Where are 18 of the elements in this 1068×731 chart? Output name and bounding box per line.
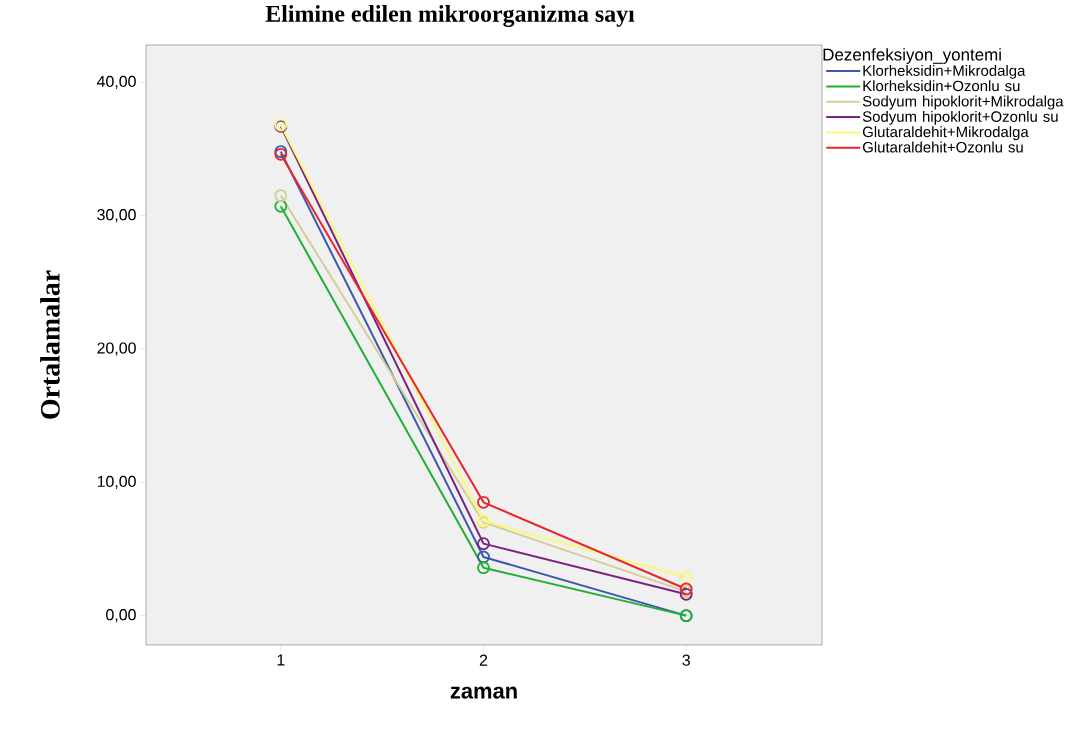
x-tick-label: 2 xyxy=(479,654,488,666)
chart-title: Elimine edilen mikroorganizma sayı xyxy=(265,5,635,27)
legend-title: Dezenfeksiyon_yontemi xyxy=(823,48,1001,64)
legend-label: Klorheksidin+Mikrodalga xyxy=(863,64,1026,79)
y-axis-title: Ortalamalar xyxy=(40,270,60,419)
y-tick-label: 40,00 xyxy=(96,75,136,89)
y-tick-label: 10,00 xyxy=(97,475,136,489)
legend-label: Sodyum hipoklorit+Mikrodalga xyxy=(862,95,1064,110)
legend-label: Glutaraldehit+Mikrodalga xyxy=(862,126,1029,141)
legend-label: Sodyum hipoklorit+Ozonlu su xyxy=(862,110,1058,125)
legend-label: Glutaraldehit+Ozonlu su xyxy=(862,141,1023,153)
y-tick-label: 0,00 xyxy=(106,609,136,623)
y-tick-label: 30,00 xyxy=(97,209,136,223)
legend-label: Klorheksidin+Ozonlu su xyxy=(863,80,1020,92)
y-tick-label: 20,00 xyxy=(97,342,136,356)
x-tick-label: 1 xyxy=(277,654,285,666)
x-tick-label: 3 xyxy=(682,654,690,666)
x-axis-title: zaman xyxy=(450,686,517,699)
